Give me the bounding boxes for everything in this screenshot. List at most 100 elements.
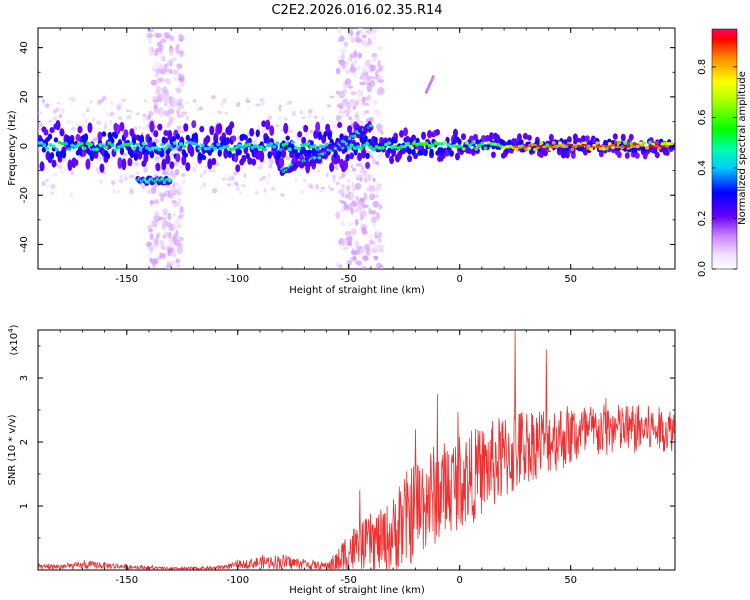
spectrogram-cell: [216, 142, 221, 147]
spectrogram-cell: [149, 244, 156, 250]
spectrogram-cell: [372, 177, 376, 183]
spectrogram-cell: [221, 177, 227, 181]
spectrogram-cell: [373, 136, 378, 144]
spectrogram-cell: [235, 164, 241, 173]
spectrogram-cell: [154, 211, 160, 220]
spectrogram-cell: [215, 162, 220, 166]
spectrogram-cell: [325, 149, 331, 156]
spectrogram-cell: [119, 144, 124, 148]
spectrogram-cell: [654, 145, 660, 148]
spectrogram-cell: [159, 151, 165, 158]
spectrogram-cell: [347, 125, 353, 134]
spectrogram-cell: [49, 127, 55, 134]
spectrogram-cell: [375, 111, 382, 117]
spectrogram-cell: [664, 145, 669, 148]
spectrogram-cell: [630, 145, 635, 148]
spectrogram-cell: [625, 145, 630, 149]
spectrogram-cell: [227, 174, 232, 179]
spectrogram-cell: [260, 100, 265, 106]
spectrogram-cell: [178, 142, 183, 146]
spectrogram-cell: [300, 143, 305, 147]
spectrogram-cell: [309, 129, 313, 134]
spectrogram-cell: [266, 179, 270, 185]
spectrogram-cell: [137, 125, 142, 130]
spectrogram-cell: [335, 67, 341, 75]
spectrogram-cell: [340, 220, 345, 227]
spectrogram-cell: [169, 161, 175, 169]
spectrogram-cell: [84, 118, 88, 124]
spectrogram-cell: [135, 146, 141, 153]
spectrogram-cell: [361, 66, 368, 73]
spectrogram-cell: [317, 156, 322, 160]
snr-series-line: [38, 330, 675, 570]
spectrogram-cell: [121, 158, 127, 171]
spectrogram-cell: [313, 130, 319, 139]
spectrogram-cell: [359, 146, 364, 150]
spectrogram-cell: [317, 131, 322, 140]
spectrogram-cell: [315, 147, 320, 152]
spectrogram-cell: [480, 141, 485, 146]
spectrogram-cell: [368, 239, 375, 245]
spectrogram-cell: [570, 151, 576, 159]
y-tick-label: 1: [19, 503, 30, 509]
x-tick-label: 50: [564, 575, 577, 586]
spectrogram-cell: [237, 135, 241, 141]
spectrogram-cell: [119, 178, 124, 184]
spectrogram-cell: [346, 178, 351, 184]
spectrogram-cell: [143, 99, 148, 103]
spectrogram-cell: [312, 144, 317, 148]
spectrogram-cell: [166, 144, 171, 148]
spectrogram-cell: [167, 191, 171, 197]
spectrogram-cell: [357, 201, 363, 210]
spectrogram-cell: [390, 145, 395, 150]
spectrogram-cell: [155, 232, 161, 236]
spectrogram-cell: [356, 89, 364, 98]
spectrogram-cell: [284, 141, 289, 146]
spectrogram-cell: [352, 58, 358, 66]
spectrogram-cell: [340, 48, 347, 53]
spectrogram-cell: [194, 142, 199, 147]
spectrogram-cell: [338, 110, 342, 114]
spectrogram-cell: [141, 141, 146, 146]
spectrogram-cell: [399, 130, 405, 138]
spectrogram-cell: [152, 238, 158, 244]
spectrogram-cell: [624, 152, 630, 159]
spectrogram-cell: [154, 49, 158, 57]
spectrogram-cell: [261, 175, 267, 180]
spectrogram-cell: [112, 188, 116, 194]
spectrogram-cell: [175, 264, 182, 268]
spectrogram-cell: [284, 117, 288, 121]
spectrogram-cell: [155, 244, 160, 250]
spectrogram-cell: [363, 192, 368, 199]
spectrogram-cell: [361, 226, 367, 234]
spectrogram-cell: [63, 141, 68, 146]
spectrogram-cell: [363, 135, 368, 143]
spectrogram-cell: [73, 159, 79, 166]
spectrogram-cell: [477, 143, 482, 148]
spectrogram-cell: [357, 163, 363, 167]
spectrogram-cell: [224, 111, 229, 116]
spectrogram-cell: [67, 147, 72, 151]
spectrogram-cell: [205, 135, 211, 144]
spectrogram-cell: [375, 262, 383, 269]
spectrogram-cell: [123, 173, 128, 179]
spectrogram-cell: [259, 150, 265, 163]
spectrogram-cell: [263, 188, 267, 193]
spectrogram-cell: [318, 144, 323, 148]
spectrogram-cell: [507, 139, 512, 146]
spectrogram-cell: [514, 147, 519, 152]
spectrogram-cell: [45, 178, 50, 182]
spectrogram-cell: [152, 65, 156, 73]
spectrogram-cell: [454, 152, 460, 161]
spectrogram-cell: [379, 204, 383, 210]
spectrogram-cell: [120, 98, 127, 102]
spectrogram-cell: [281, 149, 287, 158]
spectrogram-cell: [605, 145, 611, 148]
spectrogram-cell: [61, 150, 67, 159]
spectrogram-cell: [252, 139, 257, 145]
x-tick-label: -150: [115, 575, 138, 586]
spectrogram-cell: [98, 143, 103, 147]
spectrogram-cell: [350, 250, 358, 256]
spectrogram-cell: [167, 249, 172, 257]
spectrogram-cell: [472, 133, 478, 141]
